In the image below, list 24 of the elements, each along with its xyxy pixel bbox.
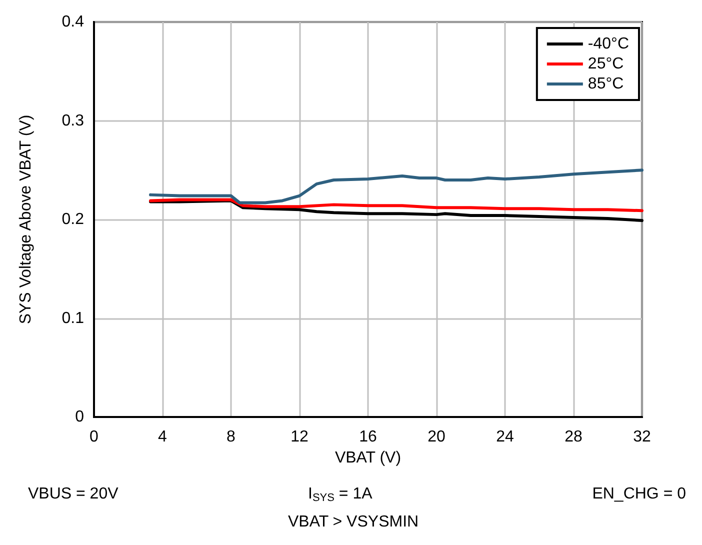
- y-tick-label: 0: [75, 408, 84, 426]
- x-tick-label: 24: [496, 428, 514, 446]
- y-tick-label: 0.1: [62, 310, 84, 327]
- y-tick-label: 0.4: [62, 14, 84, 30]
- text: VBAT > VSYSMIN: [288, 514, 419, 530]
- line-series: [149, 168, 644, 204]
- y-tick-label: 0.3: [62, 112, 84, 130]
- x-tick-label: 4: [158, 428, 168, 446]
- legend-label: 25°C: [588, 56, 624, 72]
- x-tick-label: 32: [633, 428, 651, 446]
- x-tick-label: 8: [226, 428, 236, 446]
- y-axis-title: SYS Voltage Above VBAT (V): [18, 114, 34, 324]
- y-tick-label: 0.2: [62, 211, 84, 228]
- x-axis-title: VBAT (V): [334, 449, 402, 466]
- legend-label: -40°C: [588, 36, 629, 52]
- line-series: [149, 198, 644, 212]
- text: EN_CHG = 0: [592, 486, 686, 502]
- x-tick-label: 28: [564, 428, 582, 446]
- legend-label: 85°C: [588, 76, 624, 92]
- x-tick-label: 0: [90, 428, 99, 446]
- x-tick-label: 16: [359, 428, 377, 446]
- text: VBUS = 20V: [28, 486, 119, 502]
- x-tick-label: 12: [290, 428, 308, 446]
- x-tick-label: 20: [428, 428, 446, 446]
